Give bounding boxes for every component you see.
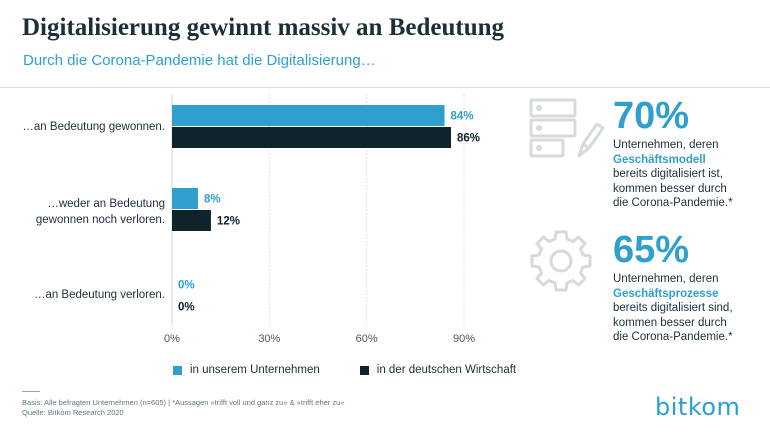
- bar: [172, 210, 211, 231]
- gear-icon: [530, 230, 592, 292]
- data-label: 0%: [178, 302, 195, 314]
- category-label: …an Bedeutung verloren.: [33, 289, 165, 301]
- category-label: …an Bedeutung gewonnen.: [22, 121, 165, 133]
- footnote-basis: Basis: Alle befragten Unternehmen (n=605…: [22, 398, 345, 407]
- footnote-source: Quelle: Bitkom Research 2020: [22, 408, 124, 417]
- data-label: 84%: [451, 111, 474, 123]
- x-tick-label: 30%: [258, 333, 280, 345]
- server-pencil-icon: [529, 98, 605, 158]
- bar: [172, 127, 452, 148]
- page-subtitle: Durch die Corona-Pandemie hat die Digita…: [23, 52, 376, 69]
- bar-chart: 0% 30% 60% 90% 84% 86% 8% 12% 0% 0%: [164, 94, 480, 345]
- legend-item-economy: in der deutschen Wirtschaft: [359, 364, 517, 376]
- bar: [172, 105, 445, 126]
- category-label: …weder an Bedeutung gewonnen noch verlor…: [35, 198, 165, 226]
- legend-item-company: in unserem Unternehmen: [173, 364, 320, 376]
- kpi-description: Unternehmen, deren Geschäftsprozesse ber…: [613, 273, 733, 344]
- data-label: 8%: [204, 194, 221, 206]
- page-title: Digitalisierung gewinnt massiv an Bedeut…: [22, 14, 505, 41]
- data-label: 86%: [457, 133, 480, 145]
- kpi-description: Unternehmen, deren Geschäftsmodell berei…: [613, 139, 733, 210]
- x-tick-label: 0%: [164, 333, 180, 345]
- kpi-value: 70%: [613, 95, 690, 137]
- header-divider: [0, 87, 770, 88]
- legend-swatch: [359, 365, 369, 375]
- legend-label: in der deutschen Wirtschaft: [376, 364, 517, 376]
- bar: [172, 188, 198, 209]
- footnote-rule: [22, 391, 40, 392]
- kpi-value: 65%: [613, 229, 690, 271]
- data-label: 12%: [217, 216, 240, 228]
- x-tick-label: 90%: [453, 333, 475, 345]
- bitkom-logo: bitkom: [655, 393, 741, 421]
- x-tick-label: 60%: [356, 333, 378, 345]
- data-label: 0%: [178, 280, 195, 292]
- chart-legend: in unserem Unternehmen in der deutschen …: [173, 364, 516, 376]
- footnote: Basis: Alle befragten Unternehmen (n=605…: [22, 398, 345, 418]
- legend-swatch: [173, 365, 182, 375]
- legend-label: in unserem Unternehmen: [190, 364, 320, 376]
